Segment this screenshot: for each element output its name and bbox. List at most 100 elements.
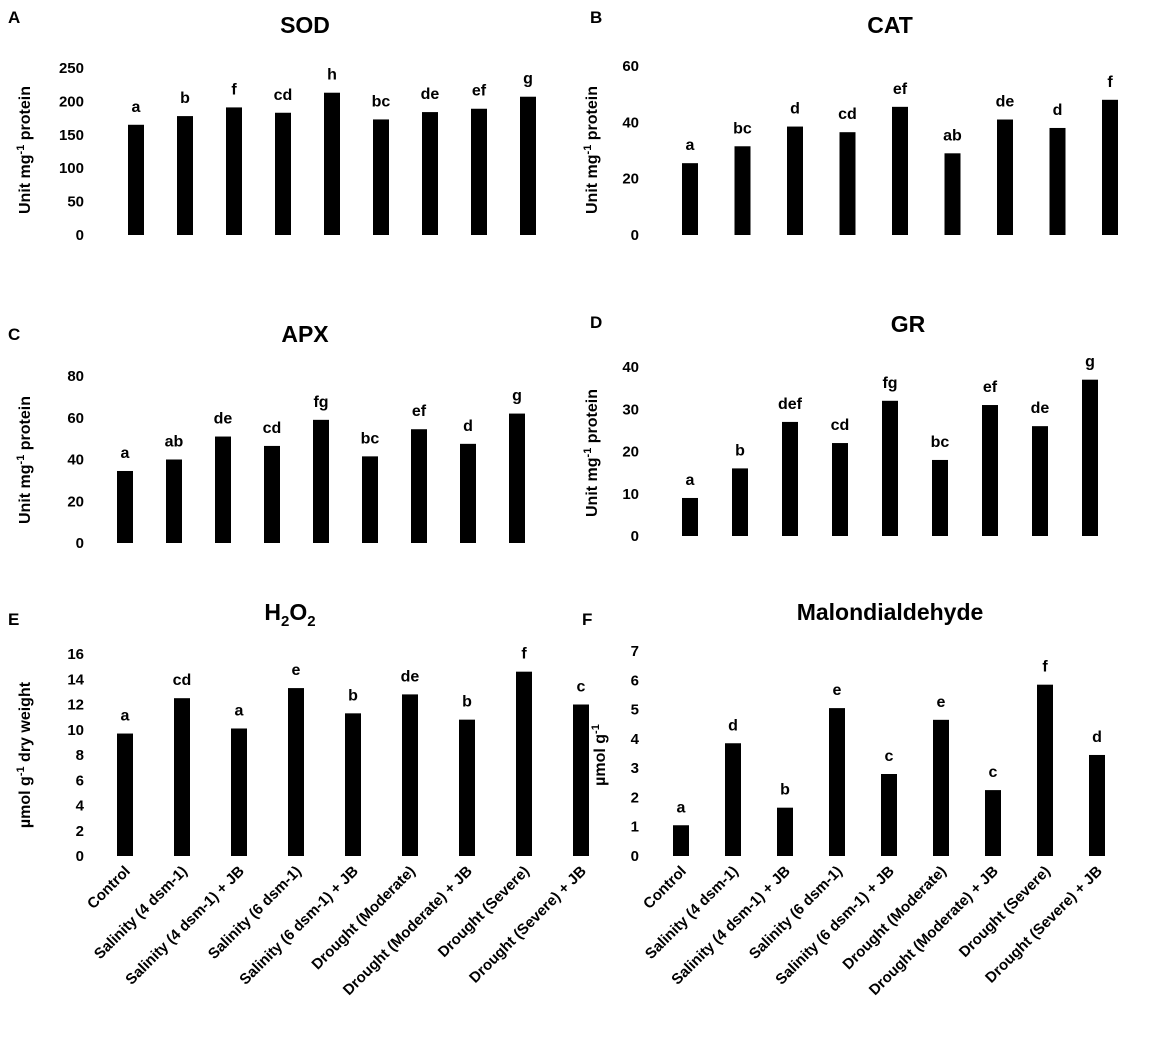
panel-letter: E (8, 610, 19, 629)
bar-4 (839, 132, 856, 235)
significance-letter: ef (472, 83, 487, 100)
bar-6 (402, 694, 418, 856)
significance-letter: cd (274, 87, 293, 104)
y-tick-label: 60 (622, 58, 639, 75)
significance-letter: ab (165, 434, 184, 451)
y-tick-label: 20 (622, 444, 639, 461)
significance-letter: h (327, 67, 337, 84)
panel-letter: F (582, 610, 592, 629)
significance-letter: b (180, 90, 190, 107)
bar-3 (231, 728, 247, 856)
y-tick-label: 2 (76, 823, 84, 840)
bar-8 (471, 108, 487, 235)
panel-sod: A SOD Unit mg-1 protein 0 50 100 150 200 250 a b f c… (8, 8, 536, 244)
y-tick-label: 3 (631, 760, 639, 777)
bar-3 (226, 107, 242, 235)
bar-8 (460, 443, 476, 543)
bar-3 (777, 807, 793, 856)
y-axis-label-tail: protein (17, 396, 34, 455)
bar-5 (324, 92, 340, 235)
significance-letter: e (833, 682, 842, 699)
y-tick-label: 50 (67, 194, 84, 211)
y-tick-label: 40 (622, 359, 639, 376)
significance-letter: cd (263, 420, 282, 437)
x-category-label: Control (84, 863, 134, 913)
significance-letter: d (1053, 102, 1063, 119)
panel-cat: B CAT Unit mg-1 protein 0 20 40 60 a bc d cd ef ab de… (582, 8, 1118, 244)
bar-1 (117, 733, 133, 856)
y-axis-label: Unit mg-1 protein (15, 86, 34, 214)
significance-letter: c (989, 764, 998, 781)
significance-letter: a (121, 445, 130, 462)
y-tick-label: 4 (631, 731, 640, 748)
y-axis-label-tail: protein (584, 86, 601, 145)
y-tick-label: 12 (67, 697, 84, 714)
significance-letter: cd (838, 106, 857, 123)
bar-6 (944, 153, 961, 235)
y-tick-label: 0 (631, 227, 639, 244)
panel-letter: C (8, 325, 20, 344)
y-tick-label: 0 (631, 528, 639, 545)
bar-6 (362, 456, 378, 543)
y-tick-label: 150 (59, 127, 84, 144)
chart-title: APX (281, 321, 329, 347)
significance-letter: a (677, 799, 686, 816)
panel-apx: C APX Unit mg-1 protein 0 20 40 60 80 a ab de cd fg b… (8, 321, 525, 552)
y-axis-label-main: Unit mg (17, 464, 34, 524)
y-tick-label: 1 (631, 819, 639, 836)
y-tick-label: 250 (59, 60, 84, 77)
y-tick-label: 0 (76, 848, 84, 865)
bar-4 (288, 688, 304, 856)
y-tick-label: 5 (631, 702, 639, 719)
bar-9 (509, 413, 525, 543)
y-axis-label: µmol g-1 (590, 724, 609, 786)
bar-2 (725, 743, 741, 856)
bar-5 (345, 713, 361, 856)
y-tick-label: 10 (622, 486, 639, 503)
significance-letter: bc (733, 120, 752, 137)
significance-letter: ef (983, 379, 998, 396)
significance-letter: b (735, 442, 745, 459)
bar-6 (373, 119, 389, 235)
significance-letter: a (121, 708, 130, 725)
chart-title-part: 2 (281, 613, 289, 630)
chart-title: GR (891, 311, 926, 337)
panel-letter: B (590, 8, 602, 27)
y-axis-label-sup: -1 (15, 766, 27, 776)
y-axis-label-main: Unit mg (584, 154, 601, 214)
y-axis-label-sup: -1 (582, 448, 594, 458)
significance-letter: f (1107, 74, 1113, 91)
bar-2 (177, 116, 193, 235)
y-tick-label: 20 (67, 493, 84, 510)
significance-letter: a (686, 472, 695, 489)
bar-7 (985, 790, 1001, 856)
x-category-label: Salinity (6 dsm-1) (746, 863, 846, 963)
y-axis-label-main: µmol g (17, 776, 34, 828)
bar-7 (459, 719, 475, 856)
significance-letter: f (521, 646, 527, 663)
y-axis-label-sup: -1 (590, 724, 602, 734)
y-axis-label-sup: -1 (582, 145, 594, 155)
x-category-label: Drought (Moderate) (308, 863, 418, 973)
significance-letter: b (348, 687, 358, 704)
bar-7 (422, 112, 438, 235)
significance-letter: g (512, 388, 522, 405)
y-tick-label: 60 (67, 410, 84, 427)
significance-letter: a (235, 702, 244, 719)
bar-8 (516, 671, 532, 856)
bar-2 (166, 459, 182, 543)
bar-8 (1032, 426, 1048, 536)
bar-4 (832, 443, 848, 536)
bar-9 (1102, 99, 1118, 235)
significance-letter: d (728, 717, 738, 734)
bar-3 (215, 436, 231, 543)
bar-1 (682, 497, 698, 536)
bar-2 (174, 698, 190, 856)
significance-letter: cd (831, 417, 850, 434)
y-axis-label-main: µmol g (592, 734, 609, 786)
x-category-label: Control (640, 863, 690, 913)
significance-letter: bc (931, 434, 950, 451)
bar-8 (1037, 684, 1053, 856)
bar-7 (982, 405, 998, 536)
chart-title: H2O2 (264, 599, 315, 630)
